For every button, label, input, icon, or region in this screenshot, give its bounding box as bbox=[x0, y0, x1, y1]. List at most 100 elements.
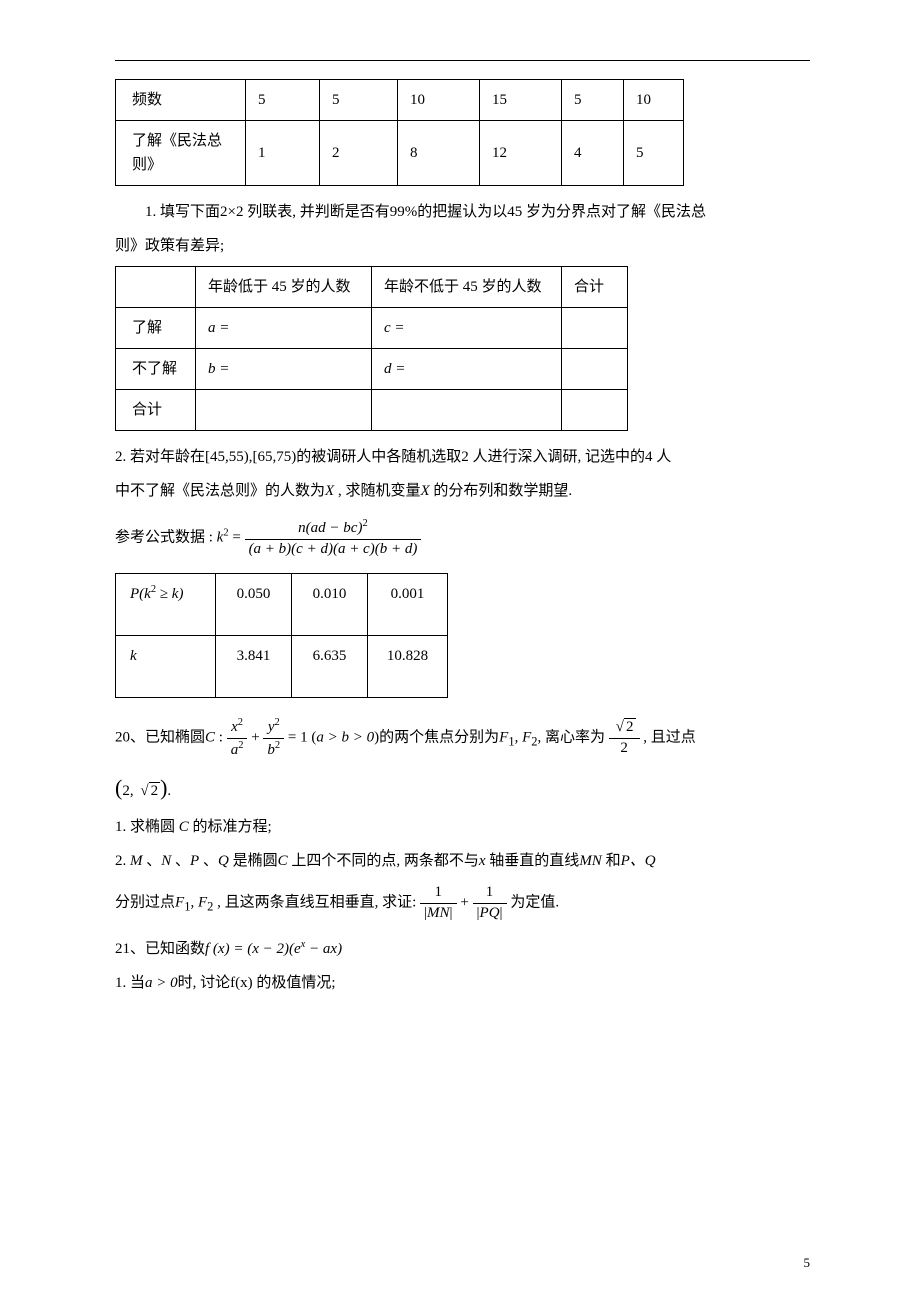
plus: + bbox=[460, 895, 472, 911]
mn: MN bbox=[579, 853, 602, 869]
t: PQ bbox=[480, 905, 500, 921]
formula-block: 参考公式数据 : k2 = n(ad − bc)2 (a + b)(c + d)… bbox=[115, 517, 810, 559]
cell: 10.828 bbox=[368, 636, 448, 698]
sep: 、 bbox=[171, 853, 190, 869]
rad: 2 bbox=[624, 718, 636, 735]
numerator: 1 bbox=[473, 883, 507, 904]
math: 4 bbox=[645, 449, 653, 465]
fraction: x2 a2 bbox=[227, 716, 248, 760]
formula-label: 参考公式数据 : bbox=[115, 529, 217, 545]
fx: f(x) bbox=[230, 975, 253, 991]
cell bbox=[562, 308, 628, 349]
t: y bbox=[268, 719, 275, 735]
text: , 且过点 bbox=[643, 729, 696, 745]
text: , 离心率为 bbox=[538, 729, 606, 745]
denominator: (a + b)(c + d)(a + c)(b + d) bbox=[245, 540, 422, 560]
table-row: 了解《民法总则》 1 2 8 12 4 5 bbox=[116, 121, 684, 186]
q2-para-2: 中不了解《民法总则》的人数为X , 求随机变量X 的分布列和数学期望. bbox=[115, 479, 810, 503]
cell: 0.050 bbox=[216, 574, 292, 636]
math: 2×2 bbox=[220, 204, 243, 220]
row-label: P(k2 ≥ k) bbox=[116, 574, 216, 636]
q21-sub1: 1. 当a > 0时, 讨论f(x) 的极值情况; bbox=[115, 971, 810, 995]
n: N bbox=[161, 853, 171, 869]
cell bbox=[562, 349, 628, 390]
row-label: k bbox=[116, 636, 216, 698]
q2-para-1: 2. 若对年龄在[45,55),[65,75)的被调研人中各随机选取2 人进行深… bbox=[115, 445, 810, 469]
sup: 2 bbox=[362, 518, 367, 529]
numerator: x2 bbox=[227, 716, 248, 739]
text: 上四个不同的点, 两条都不与 bbox=[288, 853, 479, 869]
table-row: 合计 bbox=[116, 390, 628, 431]
cell: 合计 bbox=[562, 267, 628, 308]
text: 人 bbox=[653, 449, 672, 465]
numerator: 1 bbox=[420, 883, 457, 904]
numerator: y2 bbox=[263, 716, 284, 739]
plus: + bbox=[251, 729, 263, 745]
num-text: n(ad − bc) bbox=[298, 520, 362, 536]
table-row: P(k2 ≥ k) 0.050 0.010 0.001 bbox=[116, 574, 448, 636]
period: . bbox=[167, 783, 171, 799]
eq: = 1 bbox=[288, 729, 308, 745]
text: 1. 填写下面 bbox=[145, 204, 220, 220]
text: P(k bbox=[130, 586, 151, 602]
chi-square-table: P(k2 ≥ k) 0.050 0.010 0.001 k 3.841 6.63… bbox=[115, 573, 448, 698]
fraction: n(ad − bc)2 (a + b)(c + d)(a + c)(b + d) bbox=[245, 517, 422, 559]
cell: 8 bbox=[398, 121, 480, 186]
q20-point: (2, 2). bbox=[115, 770, 810, 805]
numerator: 2 bbox=[609, 718, 640, 739]
text: 列联表, 并判断是否有 bbox=[243, 204, 389, 220]
text: 和 bbox=[602, 853, 621, 869]
cell: 年龄低于 45 岁的人数 bbox=[196, 267, 372, 308]
colon: : bbox=[215, 729, 227, 745]
fraction: 1 |MN| bbox=[420, 883, 457, 923]
cell: 4 bbox=[562, 121, 624, 186]
cell bbox=[372, 390, 562, 431]
table-row: 不了解 b = d = bbox=[116, 349, 628, 390]
math: 45 bbox=[507, 204, 522, 220]
cell: b = bbox=[196, 349, 372, 390]
cell: d = bbox=[372, 349, 562, 390]
t: x bbox=[231, 719, 238, 735]
c: C bbox=[179, 819, 189, 835]
text: 轴垂直的直线 bbox=[486, 853, 580, 869]
text: 岁为分界点对了解《民法总 bbox=[522, 204, 706, 220]
text: 的把握认为以 bbox=[417, 204, 507, 220]
cond: a > b > 0 bbox=[316, 729, 374, 745]
cell: 0.001 bbox=[368, 574, 448, 636]
sep: 、 bbox=[199, 853, 218, 869]
sep: 、 bbox=[143, 853, 162, 869]
cell: 5 bbox=[246, 80, 320, 121]
cell: 10 bbox=[624, 80, 684, 121]
q20-sub2-line1: 2. M 、N 、P 、Q 是椭圆C 上四个不同的点, 两条都不与x 轴垂直的直… bbox=[115, 849, 810, 873]
q20-sub1: 1. 求椭圆 C 的标准方程; bbox=[115, 815, 810, 839]
fraction: y2 b2 bbox=[263, 716, 284, 760]
row-label: 了解《民法总则》 bbox=[116, 121, 246, 186]
math: [45,55),[65,75) bbox=[205, 449, 296, 465]
header-rule bbox=[115, 60, 810, 61]
math: 99% bbox=[390, 204, 418, 220]
text: ≥ k) bbox=[156, 586, 183, 602]
pq: P、Q bbox=[621, 853, 656, 869]
cell: 年龄不低于 45 岁的人数 bbox=[372, 267, 562, 308]
c-label: C bbox=[205, 729, 215, 745]
text: 时, 讨论 bbox=[178, 975, 231, 991]
f2: F bbox=[198, 895, 207, 911]
cell: 5 bbox=[320, 80, 398, 121]
table-row: 频数 5 5 10 15 5 10 bbox=[116, 80, 684, 121]
eq: = bbox=[229, 529, 245, 545]
row-label: 了解 bbox=[116, 308, 196, 349]
text: 2. bbox=[115, 853, 130, 869]
table-row: 了解 a = c = bbox=[116, 308, 628, 349]
math: − ax) bbox=[305, 941, 342, 957]
row-label: 频数 bbox=[116, 80, 246, 121]
denominator: a2 bbox=[227, 739, 248, 761]
cond: a > 0 bbox=[145, 975, 178, 991]
math: X bbox=[420, 483, 429, 499]
text: 则》政策有差异; bbox=[115, 238, 224, 254]
math: f (x) = (x − 2)(e bbox=[205, 941, 301, 957]
m: M bbox=[130, 853, 143, 869]
cell: 6.635 bbox=[292, 636, 368, 698]
f2: F bbox=[522, 729, 531, 745]
f1: F bbox=[175, 895, 184, 911]
f1: F bbox=[499, 729, 508, 745]
